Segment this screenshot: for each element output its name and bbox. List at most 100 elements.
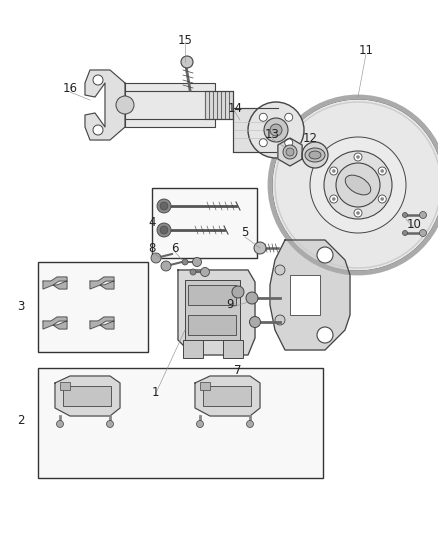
Circle shape	[270, 124, 282, 136]
Circle shape	[378, 167, 386, 175]
Bar	[185, 280, 240, 340]
Circle shape	[157, 223, 171, 237]
Circle shape	[275, 315, 285, 325]
Circle shape	[420, 212, 427, 219]
Circle shape	[354, 153, 362, 161]
Circle shape	[317, 327, 333, 343]
Bar	[152, 188, 257, 258]
Circle shape	[157, 199, 171, 213]
Circle shape	[116, 96, 134, 114]
Circle shape	[57, 421, 64, 427]
Text: 12: 12	[303, 132, 318, 144]
Circle shape	[259, 114, 267, 122]
Circle shape	[302, 142, 328, 168]
Polygon shape	[195, 376, 260, 416]
Polygon shape	[43, 277, 67, 289]
Circle shape	[160, 202, 168, 210]
Ellipse shape	[248, 102, 304, 158]
Circle shape	[247, 421, 254, 427]
Text: 1: 1	[151, 385, 159, 399]
Circle shape	[357, 212, 360, 214]
Text: 16: 16	[63, 82, 78, 94]
Text: 13: 13	[265, 128, 279, 141]
Polygon shape	[278, 138, 302, 166]
Circle shape	[161, 261, 171, 271]
Ellipse shape	[272, 99, 438, 271]
Ellipse shape	[305, 148, 325, 162]
Circle shape	[250, 317, 261, 327]
Text: 14: 14	[227, 101, 243, 115]
Circle shape	[93, 125, 103, 135]
Circle shape	[197, 421, 204, 427]
Polygon shape	[55, 376, 120, 416]
Circle shape	[381, 169, 384, 173]
Circle shape	[181, 56, 193, 68]
Text: 10: 10	[406, 219, 421, 231]
Bar	[290, 275, 320, 315]
Polygon shape	[270, 240, 350, 350]
Text: 7: 7	[234, 364, 242, 376]
Ellipse shape	[324, 151, 392, 219]
Ellipse shape	[336, 163, 380, 207]
Bar	[38, 262, 148, 352]
Text: 9: 9	[226, 297, 234, 311]
Circle shape	[160, 226, 168, 234]
Circle shape	[201, 268, 209, 277]
Circle shape	[246, 292, 258, 304]
Circle shape	[403, 230, 407, 236]
Text: 5: 5	[241, 227, 249, 239]
Polygon shape	[90, 317, 114, 329]
Circle shape	[285, 114, 293, 122]
Circle shape	[254, 242, 266, 254]
Circle shape	[192, 257, 201, 266]
Circle shape	[275, 265, 285, 275]
Text: 15: 15	[177, 34, 192, 46]
Text: 3: 3	[18, 301, 25, 313]
Bar	[183, 340, 203, 358]
Bar	[38, 368, 323, 478]
Circle shape	[285, 139, 293, 147]
Circle shape	[403, 213, 407, 217]
Circle shape	[378, 195, 386, 203]
Text: 8: 8	[148, 241, 155, 254]
Circle shape	[357, 156, 360, 158]
Text: 6: 6	[171, 241, 179, 254]
Polygon shape	[43, 317, 67, 329]
Circle shape	[151, 253, 161, 263]
Circle shape	[354, 209, 362, 217]
Polygon shape	[90, 277, 114, 289]
Circle shape	[264, 118, 288, 142]
Text: 4: 4	[148, 215, 156, 229]
Circle shape	[332, 198, 335, 200]
Ellipse shape	[310, 137, 406, 233]
Circle shape	[93, 75, 103, 85]
Circle shape	[283, 145, 297, 159]
Circle shape	[190, 269, 196, 275]
Ellipse shape	[309, 151, 321, 159]
Circle shape	[259, 139, 267, 147]
Bar	[188, 285, 236, 305]
Text: 2: 2	[17, 414, 25, 426]
Circle shape	[420, 230, 427, 237]
Circle shape	[182, 259, 188, 265]
Bar	[63, 386, 111, 406]
Circle shape	[381, 198, 384, 200]
Bar	[200, 382, 210, 390]
Bar	[203, 386, 251, 406]
Polygon shape	[178, 270, 255, 355]
Circle shape	[317, 247, 333, 263]
Ellipse shape	[270, 97, 438, 273]
Circle shape	[330, 167, 338, 175]
Text: 11: 11	[358, 44, 374, 56]
Circle shape	[330, 195, 338, 203]
Circle shape	[332, 169, 335, 173]
Circle shape	[232, 286, 244, 298]
Ellipse shape	[345, 175, 371, 195]
Bar	[233, 108, 278, 152]
Bar	[60, 382, 70, 390]
Circle shape	[106, 421, 113, 427]
Bar	[205, 91, 233, 119]
Bar	[125, 83, 215, 127]
Bar	[223, 340, 243, 358]
Bar	[188, 315, 236, 335]
